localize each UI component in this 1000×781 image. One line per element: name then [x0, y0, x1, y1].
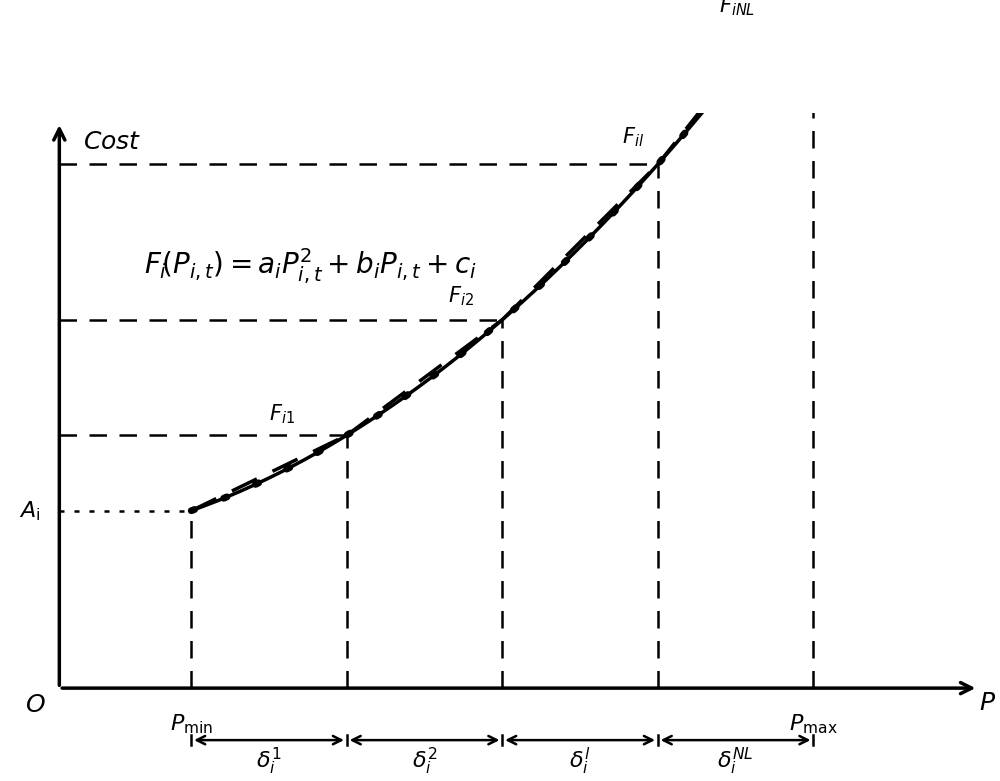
Text: $F_{il}$: $F_{il}$ [622, 126, 644, 149]
Text: $F_{iNL}$: $F_{iNL}$ [719, 0, 755, 18]
Text: $P$: $P$ [979, 692, 996, 715]
Text: $A_{\rm i}$: $A_{\rm i}$ [19, 499, 40, 522]
Text: $O$: $O$ [25, 694, 46, 717]
Text: $\mathit{Cost}$: $\mathit{Cost}$ [83, 131, 141, 155]
Text: $\delta_i^1$: $\delta_i^1$ [256, 746, 282, 777]
Text: $F_{i1}$: $F_{i1}$ [269, 402, 295, 426]
Text: $F_i\!\left(P_{i,t}\right) = a_i P_{i,t}^2 + b_i P_{i,t} + c_i$: $F_i\!\left(P_{i,t}\right) = a_i P_{i,t}… [144, 246, 477, 286]
Text: $P_{\max}$: $P_{\max}$ [789, 712, 838, 736]
Text: $F_{i2}$: $F_{i2}$ [448, 284, 474, 308]
Text: $P_{\min}$: $P_{\min}$ [170, 712, 213, 736]
Text: $\delta_i^2$: $\delta_i^2$ [412, 746, 437, 777]
Text: $\delta_i^l$: $\delta_i^l$ [569, 746, 591, 777]
Text: $\delta_i^{NL}$: $\delta_i^{NL}$ [717, 746, 754, 777]
